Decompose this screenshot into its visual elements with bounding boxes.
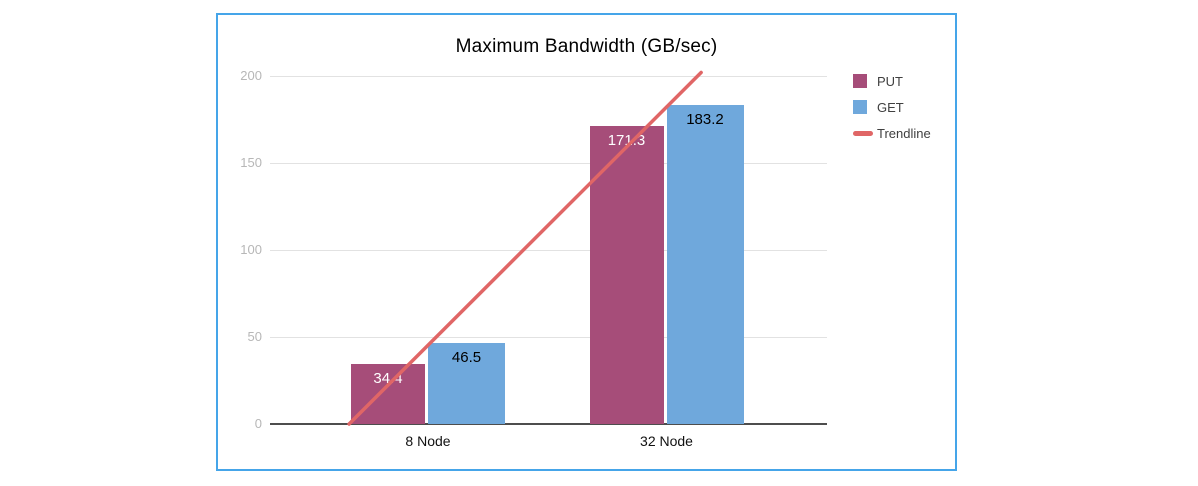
chart-card: Maximum Bandwidth (GB/sec) 0 50 100 150 200 3…: [216, 13, 957, 471]
legend-item-put: PUT: [853, 73, 931, 89]
chart-title: Maximum Bandwidth (GB/sec): [455, 36, 718, 57]
y-axis-tick-label: 50: [247, 329, 262, 344]
plot-area: 0 50 100 150 200 34.4 46.5 8 Node 171.3 183.2 32 N…: [240, 68, 827, 449]
bar-put-8-node: [351, 364, 425, 424]
legend-line-icon: [853, 130, 873, 136]
gridline: [270, 163, 827, 164]
y-axis-tick-label: 200: [240, 68, 262, 83]
bar-value-label: 46.5: [451, 349, 482, 367]
legend-swatch-icon: [853, 74, 867, 88]
x-axis-line: [270, 423, 827, 425]
legend-label: GET: [877, 99, 904, 115]
legend-label: PUT: [877, 73, 903, 89]
bar-get-32-node: [666, 105, 744, 424]
legend-label: Trendline: [877, 125, 931, 141]
legend-item-trendline: Trendline: [853, 125, 931, 141]
gridline: [270, 250, 827, 251]
bar-put-32-node: [589, 125, 664, 424]
legend-swatch-icon: [853, 100, 867, 114]
gridline: [270, 337, 827, 338]
x-axis-label-8-node: 8 Node: [405, 433, 451, 449]
gridline: [270, 76, 827, 77]
trendline: [347, 70, 703, 426]
legend-item-get: GET: [853, 99, 931, 115]
bar-value-label: 34.4: [373, 370, 403, 388]
bar-get-8-node: [428, 343, 505, 424]
legend: PUT GET Trendline: [853, 73, 931, 141]
x-axis-label-32-node: 32 Node: [640, 433, 693, 449]
y-axis-tick-label: 0: [254, 416, 262, 431]
y-axis-tick-label: 150: [240, 155, 262, 170]
y-axis-tick-label: 100: [240, 242, 262, 257]
bar-value-label: 183.2: [686, 111, 724, 129]
